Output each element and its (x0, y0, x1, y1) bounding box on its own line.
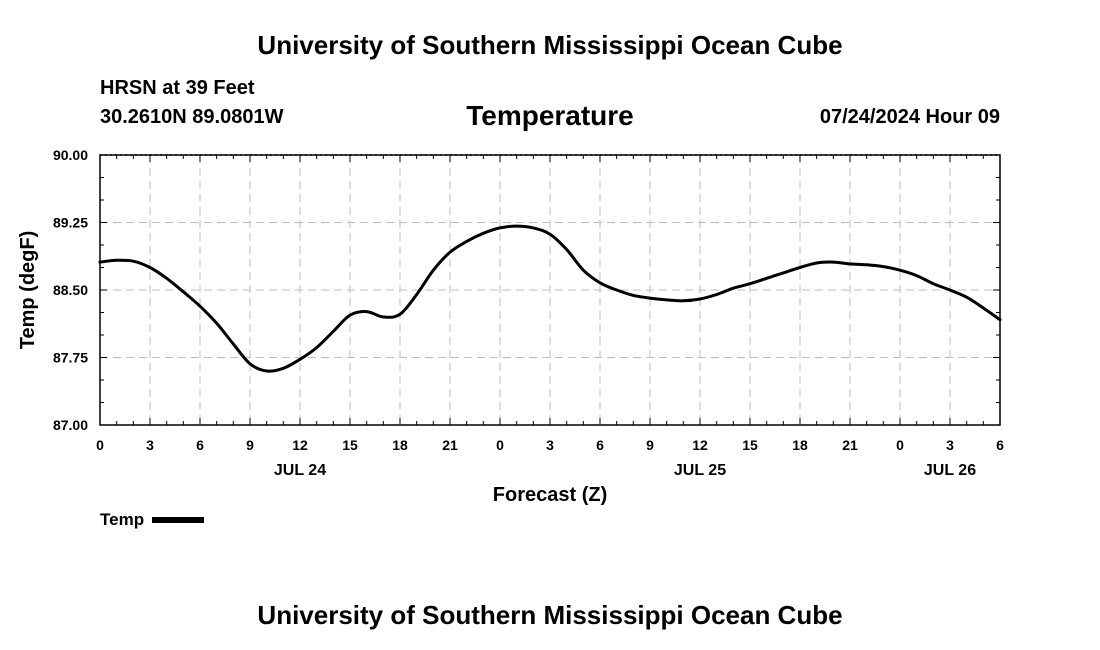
x-tick-label: 6 (196, 437, 204, 453)
y-tick-label: 89.25 (53, 215, 88, 231)
x-tick-label: 15 (742, 437, 758, 453)
x-tick-label: 15 (342, 437, 358, 453)
main-title: University of Southern Mississippi Ocean… (257, 30, 843, 60)
x-tick-label: 3 (146, 437, 154, 453)
y-tick-label: 87.00 (53, 417, 88, 433)
date-label: JUL 26 (924, 462, 976, 479)
station-label: HRSN at 39 Feet (100, 77, 255, 99)
legend-swatch-temp (152, 517, 205, 523)
series-line-temp (98, 224, 1002, 373)
date-label: JUL 24 (274, 462, 326, 479)
grid-lines (100, 154, 1000, 425)
x-tick-label: 9 (646, 437, 654, 453)
x-tick-label: 6 (996, 437, 1004, 453)
x-tick-label: 18 (392, 437, 408, 453)
x-tick-label: 0 (496, 437, 504, 453)
y-tick-label: 87.75 (53, 350, 88, 366)
x-tick-label: 21 (442, 437, 458, 453)
y-tick-label: 88.50 (53, 282, 88, 298)
axis-labels: 87.00 87.75 88.50 89.25 90.00 0 3 6 9 12 15 18 21 0 3 6… (17, 147, 1004, 506)
tick-marks (99, 154, 1001, 426)
forecast-timestamp: 07/24/2024 Hour 09 (819, 106, 1000, 128)
x-tick-label: 6 (596, 437, 604, 453)
x-tick-label: 9 (246, 437, 254, 453)
legend-label-temp: Temp (100, 510, 145, 529)
x-tick-label: 12 (692, 437, 708, 453)
x-tick-label: 18 (792, 437, 808, 453)
x-tick-label: 3 (546, 437, 554, 453)
x-tick-label: 12 (292, 437, 308, 453)
x-tick-label: 0 (96, 437, 104, 453)
chart-title: Temperature (466, 100, 634, 131)
legend: Temp (100, 510, 205, 530)
x-axis-label: Forecast (Z) (493, 484, 607, 506)
date-label: JUL 25 (674, 462, 726, 479)
coordinates-label: 30.2610N 89.0801W (100, 106, 284, 128)
footer-title: University of Southern Mississippi Ocean… (257, 600, 843, 630)
x-tick-label: 0 (896, 437, 904, 453)
x-tick-label: 3 (946, 437, 954, 453)
series-layer (98, 224, 1002, 373)
y-axis-label: Temp (degF) (17, 231, 39, 350)
y-tick-label: 90.00 (53, 147, 88, 163)
x-tick-label: 21 (842, 437, 858, 453)
